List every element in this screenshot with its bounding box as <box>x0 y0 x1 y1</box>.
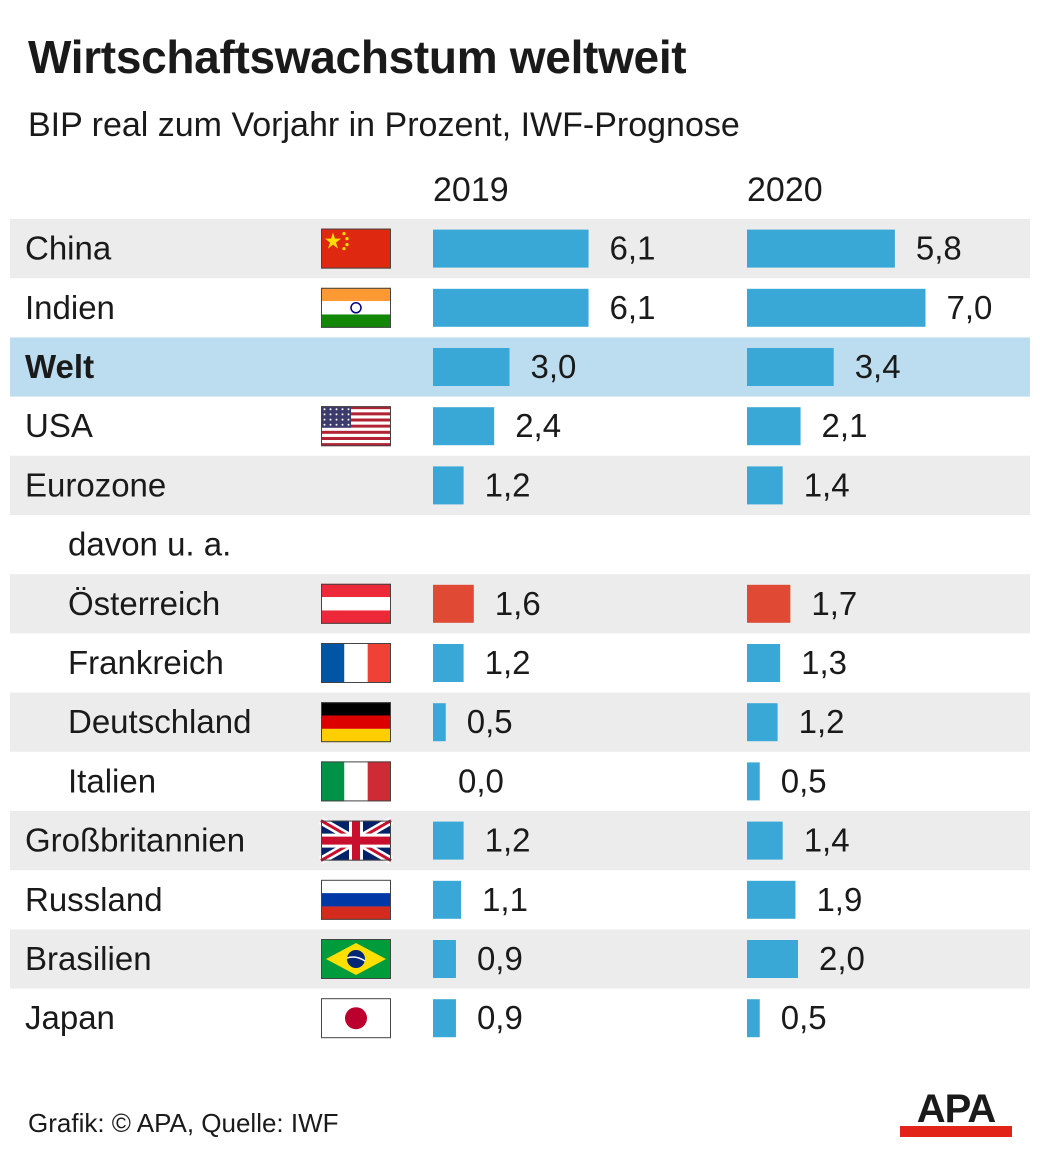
value-label-2019-italien: 0,0 <box>458 762 504 799</box>
row-background-welt <box>10 337 1030 397</box>
row-label-usa: USA <box>25 407 93 444</box>
row-background-großbritannien <box>10 811 1030 871</box>
bar-2020-welt <box>747 348 834 386</box>
row-background-deutschland <box>10 692 1030 752</box>
value-label-2019-großbritannien: 1,2 <box>485 822 531 859</box>
value-label-2020-indien: 7,0 <box>947 289 993 326</box>
row-label-japan: Japan <box>25 999 115 1036</box>
row-label-indien: Indien <box>25 289 115 326</box>
value-label-2019-welt: 3,0 <box>531 348 577 385</box>
russia-flag-icon <box>321 879 391 920</box>
row-label-österreich: Österreich <box>68 585 220 622</box>
column-header-2020: 2020 <box>747 171 823 209</box>
bar-2020-italien <box>747 762 760 801</box>
value-label-2020-österreich: 1,7 <box>811 585 857 622</box>
bar-2020-österreich <box>747 584 791 623</box>
value-label-2019-frankreich: 1,2 <box>485 644 531 681</box>
bar-2019-deutschland <box>433 703 446 742</box>
bar-2020-brasilien <box>747 940 798 978</box>
value-label-2019-japan: 0,9 <box>477 999 523 1036</box>
value-label-2020-welt: 3,4 <box>855 348 901 385</box>
germany-flag-icon <box>321 702 391 743</box>
value-label-2020-japan: 0,5 <box>781 999 827 1036</box>
column-header-2019: 2019 <box>433 171 509 209</box>
bar-2019-usa <box>433 407 495 446</box>
value-label-2020-großbritannien: 1,4 <box>804 822 850 859</box>
row-background-eurozone <box>10 455 1030 515</box>
value-label-2020-frankreich: 1,3 <box>801 644 847 681</box>
value-label-2020-china: 5,8 <box>916 230 962 267</box>
chart-title: Wirtschaftswachstum weltweit <box>28 31 687 83</box>
value-label-2020-russland: 1,9 <box>816 881 862 918</box>
bar-2020-usa <box>747 407 801 446</box>
value-label-2019-russland: 1,1 <box>482 881 528 918</box>
row-label-china: China <box>25 230 112 267</box>
usa-flag-icon <box>321 406 391 447</box>
bar-chart: 2019 2020 China 6,1 5,8 Indien 6,1 7,0 Welt 3,0 3,… <box>10 171 1030 1039</box>
bar-2020-eurozone <box>747 466 783 505</box>
apa-logo-bar <box>900 1126 1012 1137</box>
row-background-österreich <box>10 574 1030 634</box>
bar-2020-deutschland <box>747 703 778 742</box>
row-background-brasilien <box>10 929 1030 989</box>
value-label-2019-österreich: 1,6 <box>495 585 541 622</box>
row-label-großbritannien: Großbritannien <box>25 822 245 859</box>
value-label-2020-usa: 2,1 <box>822 407 868 444</box>
bar-2019-indien <box>433 288 589 327</box>
value-label-2019-brasilien: 0,9 <box>477 940 523 977</box>
value-label-2020-deutschland: 1,2 <box>799 703 845 740</box>
value-label-2020-italien: 0,5 <box>781 762 827 799</box>
value-label-2019-china: 6,1 <box>610 230 656 267</box>
value-label-2019-eurozone: 1,2 <box>485 466 531 503</box>
bar-2019-russland <box>433 880 462 919</box>
row-label-brasilien: Brasilien <box>25 940 152 977</box>
japan-flag-icon <box>321 998 391 1039</box>
row-label-eurozone: Eurozone <box>25 466 166 503</box>
china-flag-icon <box>321 228 391 269</box>
value-label-2020-brasilien: 2,0 <box>819 940 865 977</box>
value-label-2019-deutschland: 0,5 <box>467 703 513 740</box>
brazil-flag-icon <box>321 939 391 979</box>
row-label-davon-u-a: davon u. a. <box>68 526 231 563</box>
row-label-deutschland: Deutschland <box>68 703 251 740</box>
value-label-2019-usa: 2,4 <box>515 407 561 444</box>
bar-2019-frankreich <box>433 644 464 682</box>
austria-flag-icon <box>321 583 391 624</box>
row-label-frankreich: Frankreich <box>68 644 224 681</box>
row-label-russland: Russland <box>25 881 163 918</box>
uk-flag-icon <box>319 817 393 865</box>
france-flag-icon <box>321 643 391 683</box>
apa-logo: APA <box>900 1088 1012 1137</box>
chart-subtitle: BIP real zum Vorjahr in Prozent, IWF-Pro… <box>28 106 740 144</box>
bar-2020-indien <box>747 288 926 327</box>
italy-flag-icon <box>321 761 391 802</box>
bar-2019-eurozone <box>433 466 464 505</box>
bar-2020-russland <box>747 880 796 919</box>
bar-2019-großbritannien <box>433 821 464 860</box>
bar-2020-frankreich <box>747 644 781 682</box>
bar-2019-japan <box>433 999 456 1038</box>
bar-2019-brasilien <box>433 940 456 978</box>
bar-2019-welt <box>433 348 510 386</box>
value-label-2019-indien: 6,1 <box>610 289 656 326</box>
bar-2020-china <box>747 229 895 268</box>
row-label-welt: Welt <box>25 348 94 385</box>
bar-2019-china <box>433 229 589 268</box>
bar-2019-österreich <box>433 584 474 623</box>
svg-text:APA: APA <box>917 1088 996 1131</box>
source-credit: Grafik: © APA, Quelle: IWF <box>28 1108 339 1138</box>
bar-2020-japan <box>747 999 760 1038</box>
value-label-2020-eurozone: 1,4 <box>804 466 850 503</box>
bar-2020-großbritannien <box>747 821 783 860</box>
row-label-italien: Italien <box>68 762 156 799</box>
india-flag-icon <box>321 287 391 328</box>
